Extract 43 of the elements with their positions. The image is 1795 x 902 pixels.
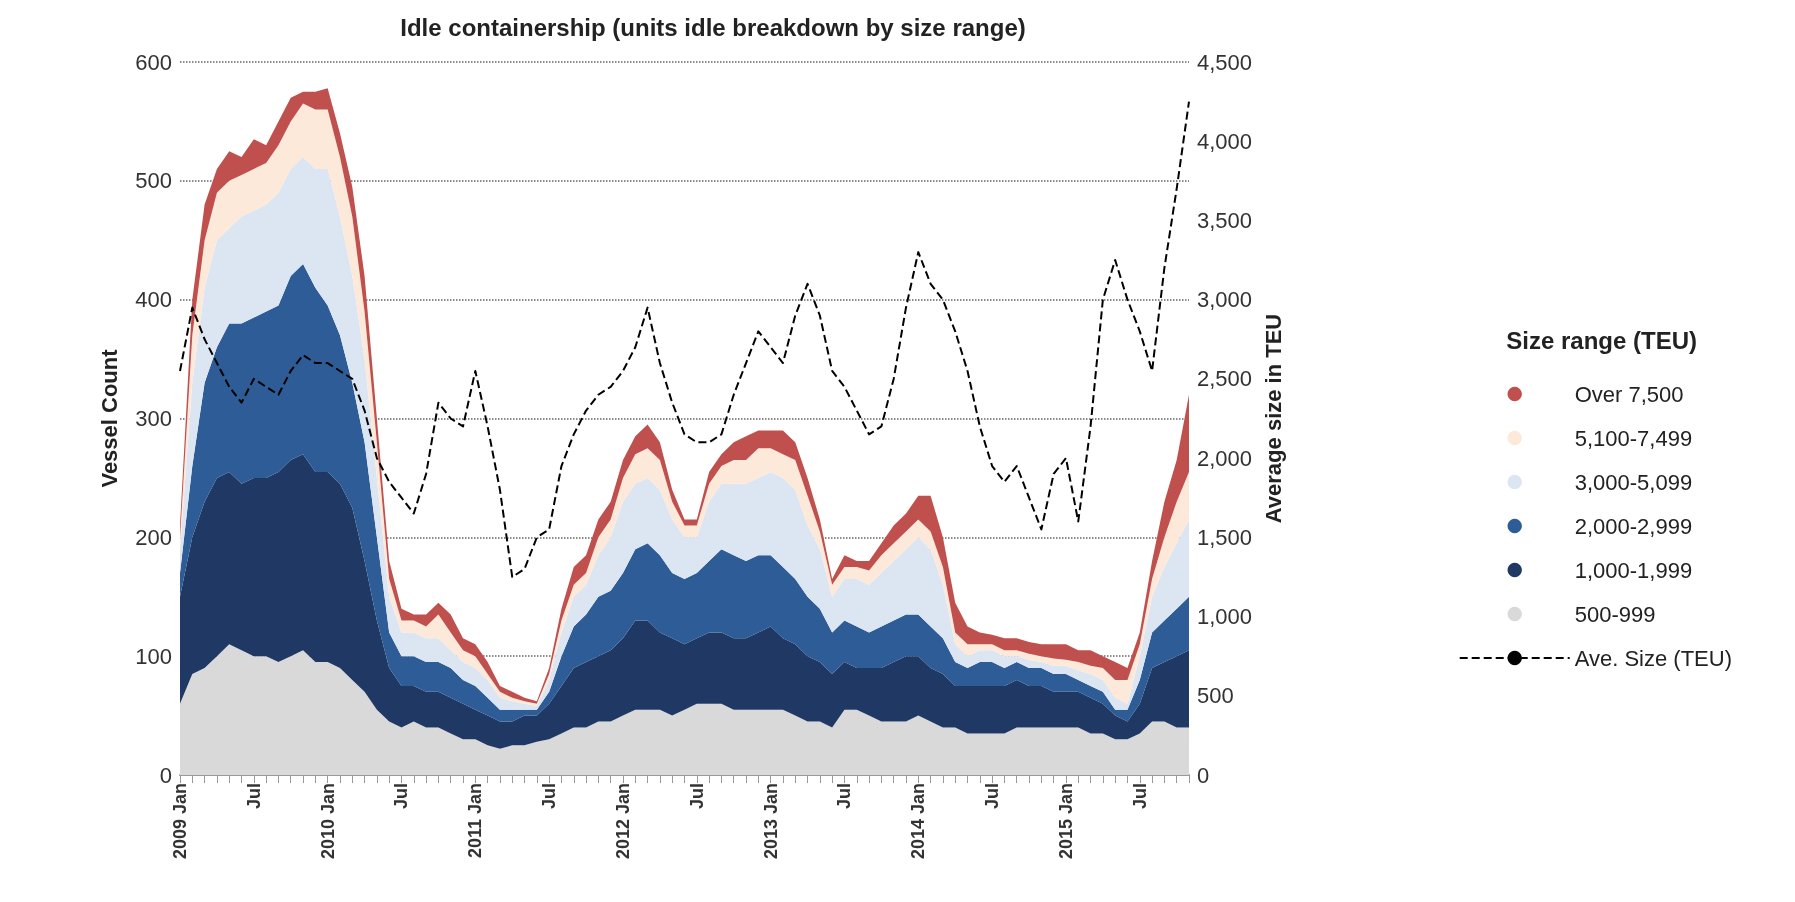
- x-tick-label: Jul: [1129, 783, 1150, 810]
- y2-tick-label: 0: [1197, 762, 1210, 788]
- legend-label: 1,000-1,999: [1574, 557, 1693, 583]
- legend-label: 500-999: [1574, 601, 1656, 627]
- x-tick-label: 2011 Jan: [465, 783, 486, 859]
- y-tick-label: 400: [135, 287, 172, 313]
- x-tick-label: 2012 Jan: [612, 783, 633, 860]
- y2-tick-label: 1,000: [1197, 604, 1253, 630]
- y-axis-title: Vessel Count: [96, 348, 122, 488]
- y-tick-label: 0: [159, 762, 172, 788]
- y2-tick-label: 4,500: [1197, 49, 1253, 75]
- y2-tick-label: 500: [1197, 683, 1234, 709]
- legend-label: 2,000-2,999: [1574, 513, 1693, 539]
- y-tick-label: 600: [135, 49, 172, 75]
- y2-tick-label: 2,000: [1197, 445, 1253, 471]
- y2-tick-label: 1,500: [1197, 524, 1253, 550]
- y-tick-label: 200: [135, 524, 172, 550]
- legend-title: Size range (TEU): [1506, 326, 1697, 354]
- x-tick-label: 2009 Jan: [170, 783, 190, 860]
- legend-label: Ave. Size (TEU): [1574, 645, 1733, 671]
- y-tick-label: 100: [135, 643, 172, 669]
- legend-label: Over 7,500: [1574, 381, 1684, 407]
- y2-axis-title: Average size in TEU: [1261, 313, 1287, 524]
- x-tick-label: Jul: [243, 783, 264, 810]
- chart-title: Idle containership (units idle breakdown by size range): [400, 13, 1026, 41]
- x-tick-label: Jul: [982, 783, 1003, 810]
- line-series: [179, 100, 1190, 578]
- x-tick-label: 2010 Jan: [317, 783, 338, 860]
- x-tick-label: 2013 Jan: [760, 783, 781, 860]
- y2-tick-label: 4,000: [1197, 128, 1253, 154]
- legend-label: 3,000-5,099: [1574, 469, 1693, 495]
- x-tick-label: 2015 Jan: [1055, 783, 1076, 860]
- y2-tick-label: 2,500: [1197, 366, 1253, 392]
- y2-tick-label: 3,000: [1197, 287, 1253, 313]
- x-tick-label: Jul: [391, 783, 412, 810]
- x-tick-label: Jul: [686, 783, 707, 810]
- x-tick-label: Jul: [539, 783, 560, 810]
- y-tick-label: 300: [135, 406, 172, 431]
- legend-label: 5,100-7,499: [1574, 425, 1693, 451]
- x-tick-label: Jul: [834, 783, 855, 810]
- y2-tick-label: 3,500: [1197, 207, 1253, 233]
- y-tick-label: 500: [135, 168, 172, 194]
- x-tick-label: 2014 Jan: [908, 783, 929, 860]
